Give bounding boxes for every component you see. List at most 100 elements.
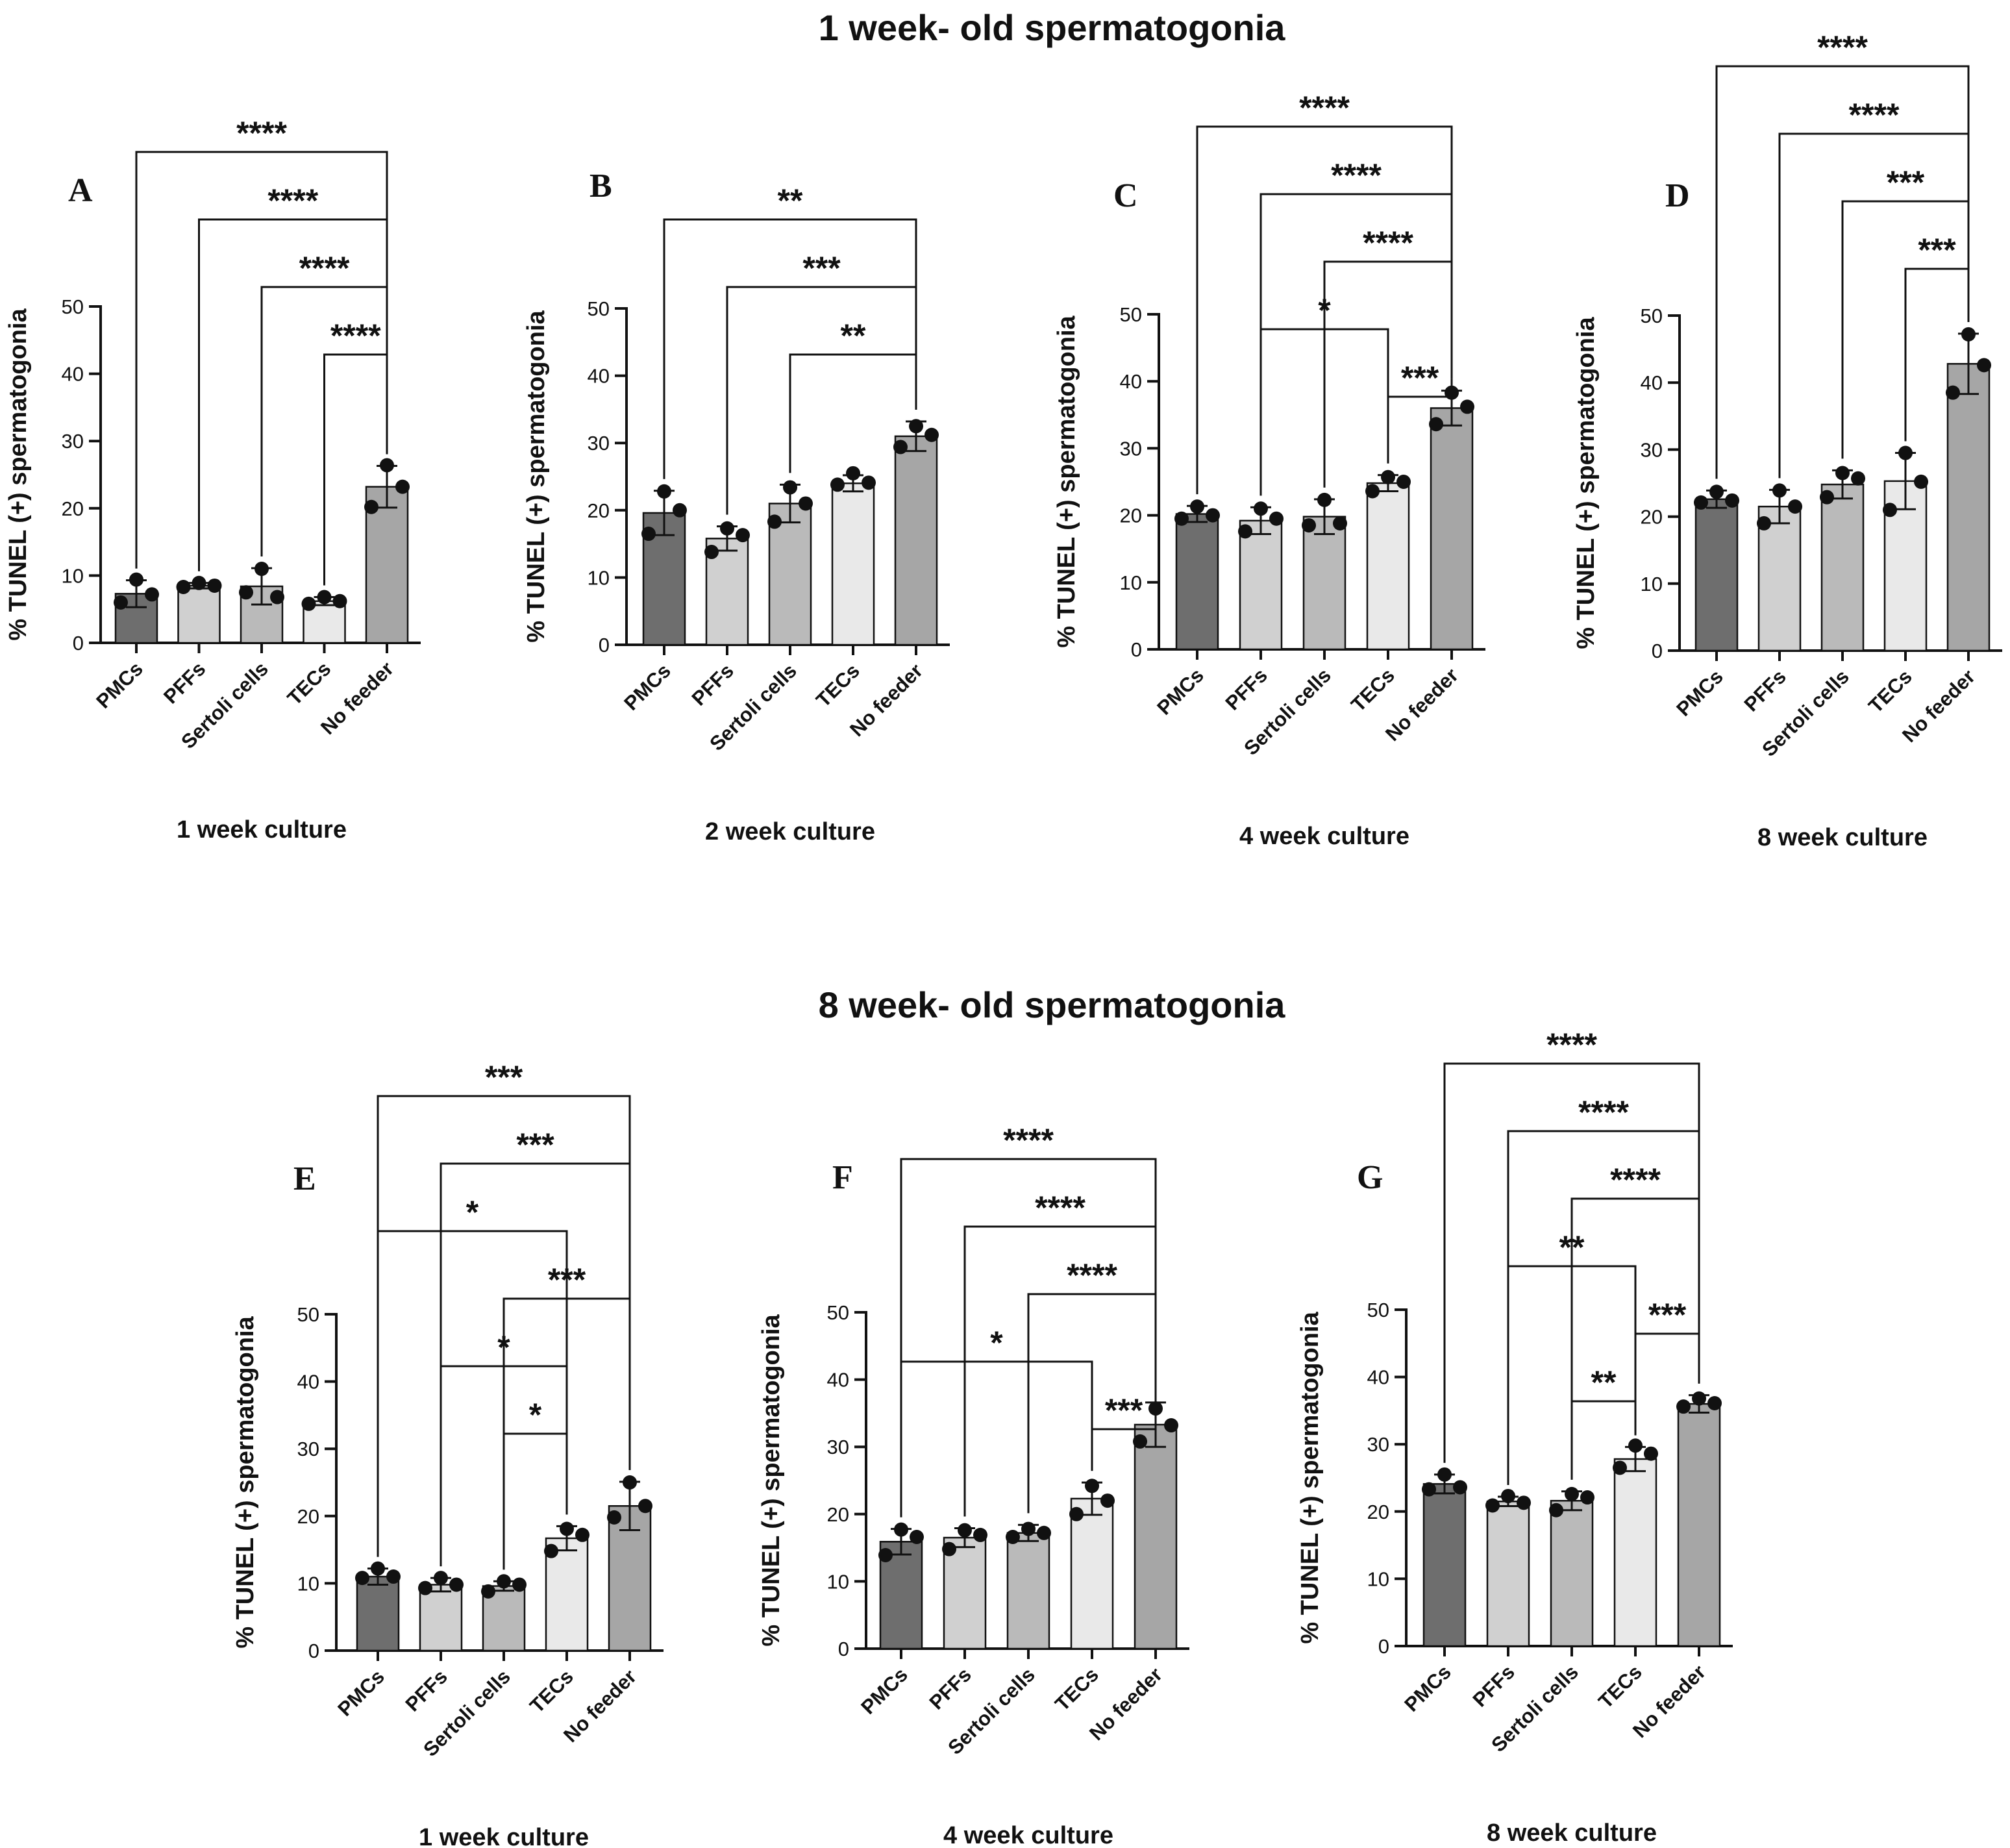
data-point xyxy=(973,1527,987,1542)
y-tick-label: 50 xyxy=(297,1303,319,1326)
data-point xyxy=(1788,499,1802,514)
y-tick-label: 40 xyxy=(62,363,84,386)
section-title-1-week: 1 week- old spermatogonia xyxy=(819,7,1286,48)
data-point xyxy=(1085,1479,1099,1493)
significance-label: * xyxy=(1318,292,1331,329)
category-label: PMCs xyxy=(1152,664,1208,719)
y-tick-label: 10 xyxy=(1367,1567,1389,1590)
data-point xyxy=(1517,1495,1531,1510)
data-point xyxy=(910,1530,924,1545)
data-point xyxy=(1333,516,1347,531)
data-point xyxy=(1549,1503,1563,1517)
category-label: PMCs xyxy=(1400,1660,1456,1716)
data-point xyxy=(1437,1467,1452,1482)
data-point xyxy=(1133,1434,1147,1449)
data-point xyxy=(909,419,923,434)
data-point xyxy=(1628,1438,1643,1453)
data-point xyxy=(830,477,845,492)
y-tick-label: 30 xyxy=(297,1438,319,1460)
data-point xyxy=(544,1543,558,1558)
data-point xyxy=(129,572,143,587)
data-point xyxy=(386,1569,401,1584)
data-point xyxy=(145,587,159,602)
y-tick-label: 10 xyxy=(588,566,610,589)
y-tick-label: 20 xyxy=(827,1503,849,1526)
bar-pffs xyxy=(1757,505,1802,652)
data-point xyxy=(1100,1493,1115,1508)
y-axis-label: % TUNEL (+) spermatogonia xyxy=(758,1314,785,1646)
significance-label: * xyxy=(529,1397,542,1433)
x-axis-label: 2 week culture xyxy=(705,818,875,845)
category-label: TECs xyxy=(1864,665,1917,718)
y-tick-label: 0 xyxy=(1652,640,1663,662)
data-point xyxy=(239,585,253,600)
chart-panel-d: D % TUNEL (+) spermatogonia 0 10 20 30 40 50 PMC… xyxy=(1572,29,2002,851)
data-point xyxy=(207,578,222,593)
significance-label: **** xyxy=(1817,29,1868,66)
data-point xyxy=(270,590,284,605)
data-point xyxy=(332,593,347,608)
significance-bracket xyxy=(1570,1400,1637,1480)
data-point xyxy=(1164,1418,1178,1433)
category-label: TECs xyxy=(812,659,864,712)
y-tick-label: 50 xyxy=(62,295,84,318)
y-tick-label: 10 xyxy=(827,1570,849,1593)
data-point xyxy=(720,521,734,536)
significance-bracket xyxy=(1387,379,1453,464)
bar-no-feeder xyxy=(1134,1423,1178,1650)
category-label: PFFs xyxy=(1469,1660,1519,1711)
significance-bracket xyxy=(1778,132,1970,479)
significance-bracket xyxy=(900,1360,1093,1517)
chart-panel-b: B % TUNEL (+) spermatogonia 0 10 20 30 40 50 PMC… xyxy=(523,168,950,845)
x-axis-label: 4 week culture xyxy=(943,1822,1113,1848)
y-tick-label: 20 xyxy=(297,1505,319,1528)
data-point xyxy=(1946,385,1960,400)
y-tick-label: 50 xyxy=(1641,305,1663,327)
significance-label: *** xyxy=(1105,1392,1143,1429)
y-tick-label: 50 xyxy=(1367,1299,1389,1321)
y-tick-label: 0 xyxy=(599,634,610,656)
significance-label: *** xyxy=(548,1262,586,1298)
data-point xyxy=(449,1577,464,1592)
bar-pffs xyxy=(177,584,221,644)
y-tick-label: 50 xyxy=(1120,303,1142,326)
chart-panel-e: E % TUNEL (+) spermatogonia 0 10 20 30 40 50 PMC… xyxy=(232,1059,664,1848)
significance-label: **** xyxy=(1546,1027,1597,1063)
data-point xyxy=(1429,417,1443,432)
data-point xyxy=(641,527,656,542)
category-label: TECs xyxy=(1594,1660,1646,1713)
significance-label: **** xyxy=(1610,1162,1661,1198)
data-point xyxy=(1772,483,1787,498)
bar-sertoli-cells xyxy=(1006,1532,1050,1650)
category-label: TECs xyxy=(1050,1663,1103,1716)
significance-label: **** xyxy=(1331,157,1382,194)
data-point xyxy=(1485,1498,1500,1513)
bar-pmcs xyxy=(1175,513,1219,651)
data-point xyxy=(497,1574,511,1589)
significance-label: ** xyxy=(778,182,803,219)
significance-bracket xyxy=(1634,1332,1700,1436)
y-axis-label: % TUNEL (+) spermatogonia xyxy=(523,310,550,642)
y-tick-label: 40 xyxy=(1120,370,1142,393)
category-label: PMCs xyxy=(856,1663,912,1719)
data-point xyxy=(114,595,128,610)
bar-pmcs xyxy=(356,1575,400,1652)
significance-label: * xyxy=(497,1329,510,1366)
data-point xyxy=(380,458,394,473)
data-point xyxy=(736,528,750,543)
chart-panel-a: A % TUNEL (+) spermatogonia 0 10 20 30 40 50 PMC… xyxy=(5,115,421,843)
y-tick-label: 30 xyxy=(827,1436,849,1458)
data-point xyxy=(1707,1396,1722,1411)
category-label: PFFs xyxy=(1740,665,1791,716)
y-axis-label: % TUNEL (+) spermatogonia xyxy=(232,1316,259,1648)
data-point xyxy=(638,1499,652,1514)
data-point xyxy=(767,514,782,529)
bar-no-feeder xyxy=(1946,363,1991,652)
significance-label: **** xyxy=(1849,97,1900,133)
x-axis-label: 8 week culture xyxy=(1487,1819,1657,1847)
y-tick-label: 30 xyxy=(1120,437,1142,460)
significance-label: **** xyxy=(1003,1122,1054,1158)
data-point xyxy=(1302,518,1316,533)
data-point xyxy=(1396,475,1411,489)
y-tick-label: 10 xyxy=(62,564,84,587)
